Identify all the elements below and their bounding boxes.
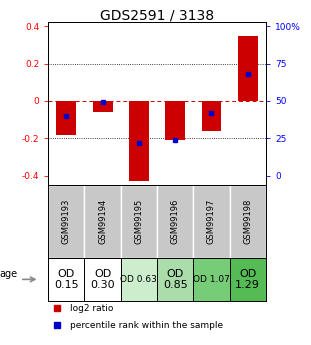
Text: GSM99194: GSM99194 bbox=[98, 199, 107, 244]
Text: log2 ratio: log2 ratio bbox=[70, 304, 113, 313]
Bar bbox=[121, 185, 157, 258]
Bar bbox=[193, 185, 230, 258]
Title: GDS2591 / 3138: GDS2591 / 3138 bbox=[100, 8, 214, 22]
Bar bbox=[85, 258, 121, 300]
Bar bbox=[85, 185, 121, 258]
Text: OD
0.85: OD 0.85 bbox=[163, 268, 188, 290]
Text: OD 1.07: OD 1.07 bbox=[193, 275, 230, 284]
Bar bbox=[193, 258, 230, 300]
Text: age: age bbox=[0, 269, 18, 279]
Text: GSM99197: GSM99197 bbox=[207, 199, 216, 244]
Bar bbox=[202, 101, 221, 131]
Text: GSM99198: GSM99198 bbox=[243, 199, 252, 244]
Bar bbox=[157, 185, 193, 258]
Text: OD 0.63: OD 0.63 bbox=[120, 275, 157, 284]
Text: percentile rank within the sample: percentile rank within the sample bbox=[70, 321, 223, 329]
Bar bbox=[129, 101, 149, 181]
Text: GSM99193: GSM99193 bbox=[62, 199, 71, 244]
Bar bbox=[230, 185, 266, 258]
Text: GSM99195: GSM99195 bbox=[134, 199, 143, 244]
Text: OD
0.15: OD 0.15 bbox=[54, 268, 79, 290]
Text: GSM99196: GSM99196 bbox=[171, 199, 180, 244]
Bar bbox=[157, 258, 193, 300]
Bar bbox=[238, 36, 258, 101]
Bar bbox=[121, 258, 157, 300]
Bar bbox=[93, 101, 113, 112]
Text: OD
1.29: OD 1.29 bbox=[235, 268, 260, 290]
Bar bbox=[56, 101, 76, 135]
Bar bbox=[48, 258, 85, 300]
Bar bbox=[165, 101, 185, 140]
Text: OD
0.30: OD 0.30 bbox=[90, 268, 115, 290]
Bar bbox=[230, 258, 266, 300]
Bar bbox=[48, 185, 85, 258]
